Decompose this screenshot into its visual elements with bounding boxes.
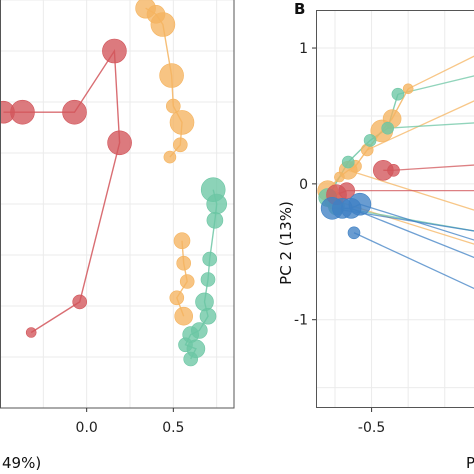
series-ray-red <box>393 164 474 171</box>
y-tick-label: 1 <box>299 41 308 57</box>
y-tick-label: -1 <box>294 313 308 329</box>
panel-b-y-axis-label: PC 2 (13%) <box>277 201 295 285</box>
data-point-orange <box>334 171 345 183</box>
data-point-orange <box>159 63 184 88</box>
data-point-red <box>72 294 87 310</box>
series-ray-blue <box>350 207 474 259</box>
data-point-teal <box>381 121 395 135</box>
panel-a-frame <box>0 0 235 409</box>
data-point-orange <box>169 110 195 135</box>
data-point-teal <box>199 307 217 325</box>
series-ray-teal <box>387 122 474 129</box>
data-point-orange <box>166 98 181 114</box>
data-point-orange <box>173 137 188 153</box>
panel-b-x-axis-label: P <box>466 454 474 472</box>
y-tick-label: 0 <box>299 177 308 193</box>
data-point-teal <box>391 87 405 101</box>
panel-a-marks <box>0 0 227 367</box>
data-point-orange <box>150 12 176 37</box>
x-tick-label: 0.5 <box>162 420 184 436</box>
data-point-teal <box>195 292 214 312</box>
data-point-red <box>387 164 400 177</box>
x-tick-label: 0.0 <box>76 420 98 436</box>
data-point-red <box>10 99 35 125</box>
data-point-orange <box>174 306 193 326</box>
data-point-orange <box>173 232 191 249</box>
data-point-red <box>107 130 132 156</box>
series-ray-orange <box>407 55 474 90</box>
data-point-teal <box>202 251 217 267</box>
panel-b-frame <box>316 10 474 408</box>
data-point-blue <box>320 197 344 220</box>
data-point-orange <box>402 83 414 95</box>
data-point-red <box>62 99 87 125</box>
x-tick-label: -0.5 <box>358 420 385 436</box>
data-point-blue <box>347 226 361 240</box>
data-point-teal <box>363 134 377 147</box>
data-point-orange <box>179 274 195 289</box>
data-point-red <box>25 327 37 338</box>
data-point-red <box>102 38 127 64</box>
panel-b-x-ticks: -0.5 <box>358 408 385 436</box>
data-point-orange <box>163 150 177 164</box>
data-point-orange <box>176 255 191 271</box>
panel-b-label: B <box>294 0 305 18</box>
data-point-teal <box>183 351 198 367</box>
panel-a-x-ticks: 0.0 0.5 <box>76 408 184 436</box>
data-point-teal <box>341 155 355 169</box>
data-point-orange <box>169 290 185 306</box>
panel-a: 0.0 0.5 49%) <box>0 0 235 472</box>
panel-b: B 1 0 -1 -0.5 PC 2 (13%) P <box>277 0 474 472</box>
data-point-teal <box>206 212 224 229</box>
panel-a-x-axis-label: 49%) <box>2 454 41 472</box>
data-point-teal <box>206 193 227 215</box>
data-point-teal <box>200 272 216 287</box>
panel-b-y-ticks: 1 0 -1 <box>294 41 316 329</box>
panel-b-marks <box>317 55 474 290</box>
series-ray-blue <box>353 232 474 290</box>
